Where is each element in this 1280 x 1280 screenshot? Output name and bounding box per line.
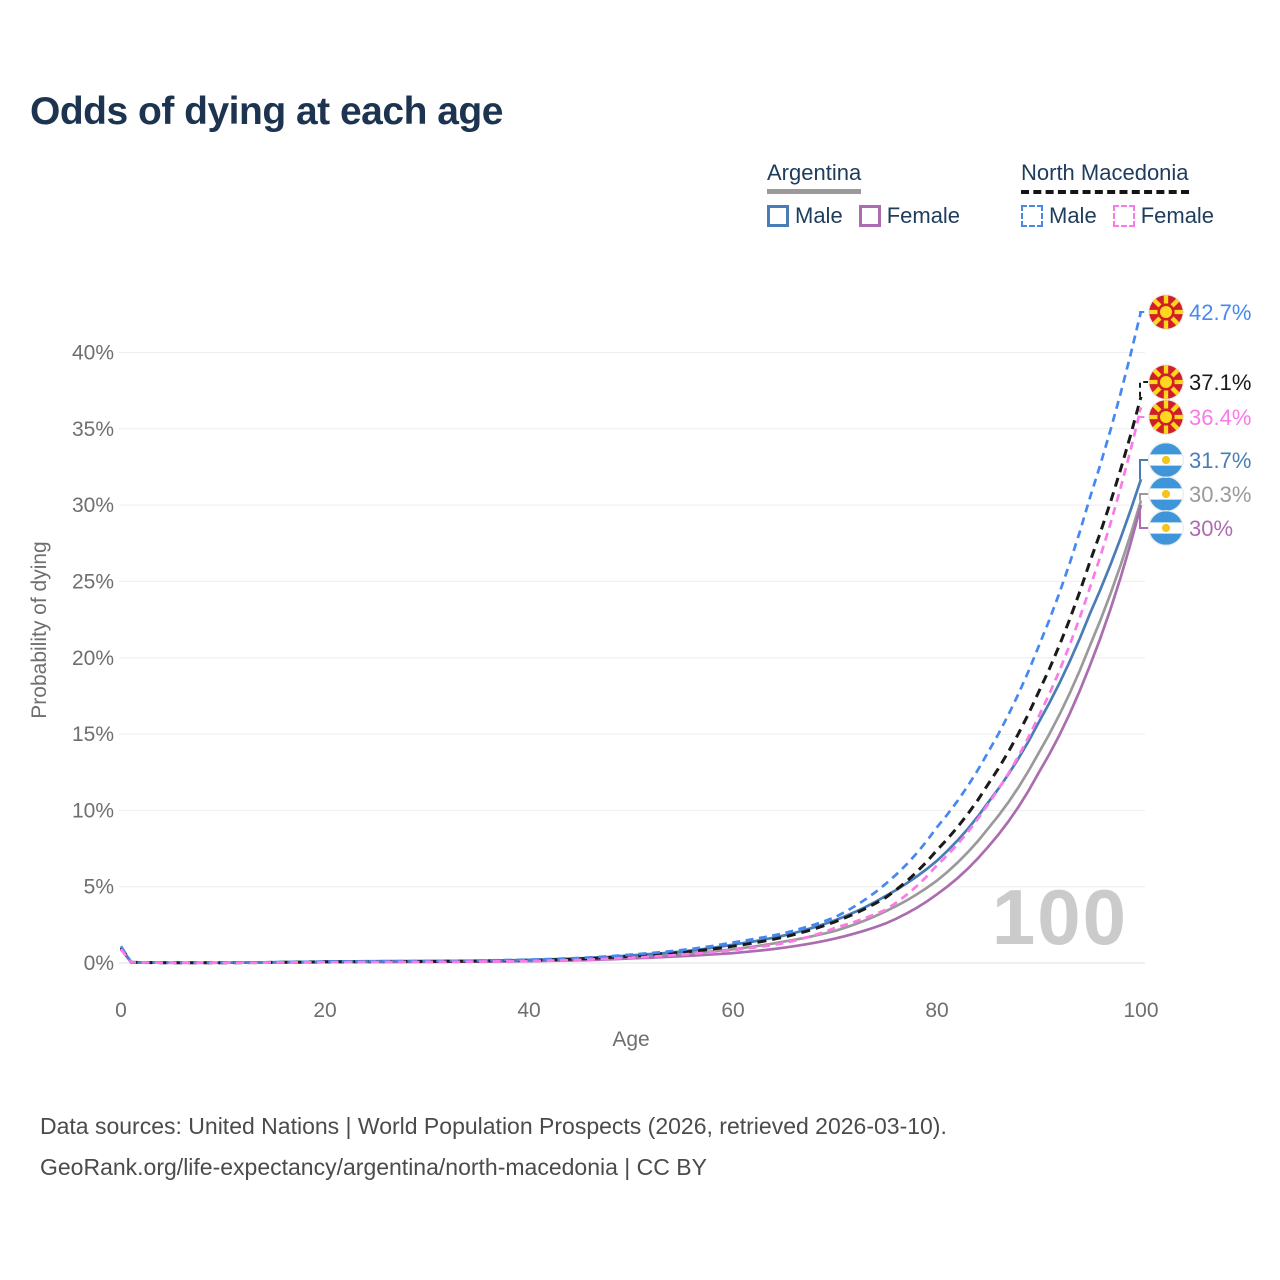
legend-group-north-macedonia: North Macedonia Male Female: [1021, 160, 1214, 229]
end-label-ar-both: 30.3%: [1189, 482, 1251, 507]
series-line-nm-both: [119, 396, 1143, 965]
north-macedonia-flag-icon: [1148, 364, 1184, 400]
end-connector-nm-female: [1139, 407, 1149, 418]
footer-data-sources: Data sources: United Nations | World Pop…: [40, 1113, 947, 1139]
y-tick-40: 40%: [72, 342, 114, 365]
x-tick-80: 80: [925, 999, 948, 1022]
series-line-ar-both: [119, 500, 1143, 965]
end-label-ar-male: 31.7%: [1189, 448, 1251, 473]
argentina-flag-icon: [1148, 476, 1184, 512]
legend-north-macedonia-title: North Macedonia: [1021, 160, 1189, 194]
end-connector-nm-male: [1139, 311, 1149, 313]
series-line-ar-male: [119, 478, 1143, 965]
end-connector-ar-female: [1139, 505, 1149, 529]
legend-argentina-title: Argentina: [767, 160, 862, 194]
legend-argentina-female[interactable]: Female: [858, 203, 961, 229]
y-tick-25: 25%: [72, 570, 114, 593]
end-connector-ar-both: [1139, 493, 1149, 501]
north-macedonia-flag-icon: [1148, 399, 1184, 435]
legend-north-macedonia-female-label: Female: [1140, 203, 1215, 228]
y-axis-tick-labels: 0% 5% 10% 15% 20% 25% 30% 35% 40%: [72, 342, 114, 976]
legend-north-macedonia-male[interactable]: Male: [1021, 203, 1097, 229]
north-macedonia-female-swatch-icon: [1112, 205, 1135, 227]
footer: Data sources: United Nations | World Pop…: [40, 1106, 1240, 1188]
y-tick-35: 35%: [72, 418, 114, 441]
gridlines: [119, 352, 1145, 964]
legend-argentina-male[interactable]: Male: [767, 203, 843, 229]
legend-north-macedonia-female[interactable]: Female: [1112, 203, 1215, 229]
end-label-nm-male: 42.7%: [1189, 300, 1251, 325]
x-axis-tick-labels: 0 20 40 60 80 100: [115, 999, 1158, 1022]
x-axis-title: Age: [612, 1028, 649, 1051]
north-macedonia-flag-icon: [1148, 294, 1184, 330]
legend-north-macedonia-row: Male Female: [1021, 203, 1214, 229]
page-title: Odds of dying at each age: [30, 90, 503, 133]
y-axis-title: Probability of dying: [28, 541, 51, 718]
x-tick-40: 40: [517, 999, 540, 1022]
y-tick-30: 30%: [72, 494, 114, 517]
end-label-nm-both: 37.1%: [1189, 370, 1251, 395]
x-tick-100: 100: [1123, 999, 1158, 1022]
y-tick-0: 0%: [84, 952, 114, 975]
legend-argentina-row: Male Female: [767, 203, 960, 229]
north-macedonia-male-swatch-icon: [1021, 205, 1043, 227]
line-chart: 100 0% 5% 10% 15% 20% 25% 30% 35% 40% 0 20 40 60 80 1…: [28, 0, 1251, 1051]
footer-attribution: GeoRank.org/life-expectancy/argentina/no…: [40, 1154, 707, 1180]
end-connector-nm-both: [1139, 381, 1149, 397]
legend-argentina-male-label: Male: [795, 203, 843, 228]
end-labels: 30.3% 30% 31.7% 37.1% 42.7% 36.4%: [1139, 294, 1251, 546]
argentina-flag-icon: [1148, 442, 1184, 478]
x-tick-20: 20: [313, 999, 336, 1022]
legend-north-macedonia-male-label: Male: [1049, 203, 1097, 228]
x-tick-0: 0: [115, 999, 127, 1022]
argentina-male-swatch-icon: [767, 205, 789, 227]
legend-argentina-female-label: Female: [886, 203, 961, 228]
series-lines: [119, 310, 1143, 965]
series-line-nm-female: [119, 407, 1143, 965]
y-tick-10: 10%: [72, 799, 114, 822]
argentina-female-swatch-icon: [858, 205, 881, 227]
x-tick-60: 60: [721, 999, 744, 1022]
series-line-nm-male: [119, 310, 1143, 965]
end-label-ar-female: 30%: [1189, 516, 1233, 541]
argentina-flag-icon: [1148, 510, 1184, 546]
y-tick-15: 15%: [72, 723, 114, 746]
y-tick-5: 5%: [84, 876, 114, 899]
end-label-nm-female: 36.4%: [1189, 405, 1251, 430]
end-connector-ar-male: [1139, 459, 1149, 480]
watermark: 100: [992, 873, 1128, 961]
legend: Argentina Male Female North Macedonia Ma…: [0, 160, 1280, 250]
y-tick-20: 20%: [72, 647, 114, 670]
legend-group-argentina: Argentina Male Female: [767, 160, 960, 229]
